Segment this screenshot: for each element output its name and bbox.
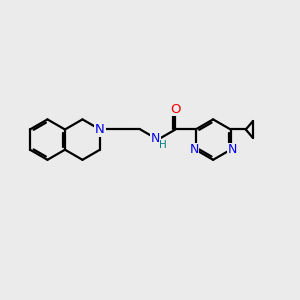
Text: O: O bbox=[170, 103, 181, 116]
Text: H: H bbox=[159, 140, 167, 150]
Text: N: N bbox=[189, 143, 199, 156]
Text: N: N bbox=[95, 123, 105, 136]
Text: N: N bbox=[151, 132, 160, 145]
Text: N: N bbox=[227, 143, 237, 156]
